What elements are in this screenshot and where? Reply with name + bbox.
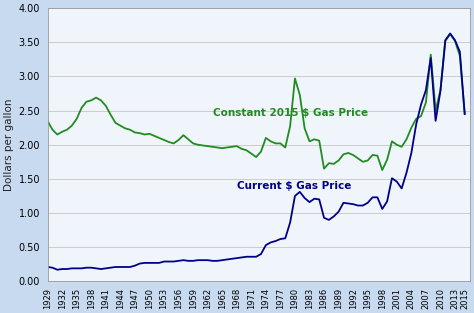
Current $ Gas Price (171, 260, 176, 264)
Constant 2015 $ Gas Price (379, 168, 385, 172)
Current $ Gas Price (142, 261, 147, 265)
Current $ Gas Price (258, 252, 264, 256)
Constant 2015 $ Gas Price (462, 112, 467, 116)
Constant 2015 $ Gas Price (253, 155, 259, 159)
Y-axis label: Dollars per gallon: Dollars per gallon (4, 99, 14, 191)
Constant 2015 $ Gas Price (113, 121, 118, 125)
Line: Constant 2015 $ Gas Price: Constant 2015 $ Gas Price (47, 34, 465, 170)
Current $ Gas Price (45, 265, 50, 269)
Current $ Gas Price (118, 265, 123, 269)
Text: Current $ Gas Price: Current $ Gas Price (237, 181, 351, 191)
Current $ Gas Price (389, 176, 395, 180)
Current $ Gas Price (55, 268, 60, 272)
Constant 2015 $ Gas Price (166, 140, 172, 144)
Current $ Gas Price (462, 112, 467, 116)
Current $ Gas Price (224, 258, 230, 261)
Constant 2015 $ Gas Price (389, 140, 395, 143)
Constant 2015 $ Gas Price (219, 146, 225, 150)
Constant 2015 $ Gas Price (45, 119, 50, 123)
Text: Constant 2015 $ Gas Price: Constant 2015 $ Gas Price (212, 108, 368, 118)
Constant 2015 $ Gas Price (137, 131, 143, 135)
Current $ Gas Price (447, 32, 453, 35)
Line: Current $ Gas Price: Current $ Gas Price (47, 33, 465, 270)
Constant 2015 $ Gas Price (447, 32, 453, 36)
